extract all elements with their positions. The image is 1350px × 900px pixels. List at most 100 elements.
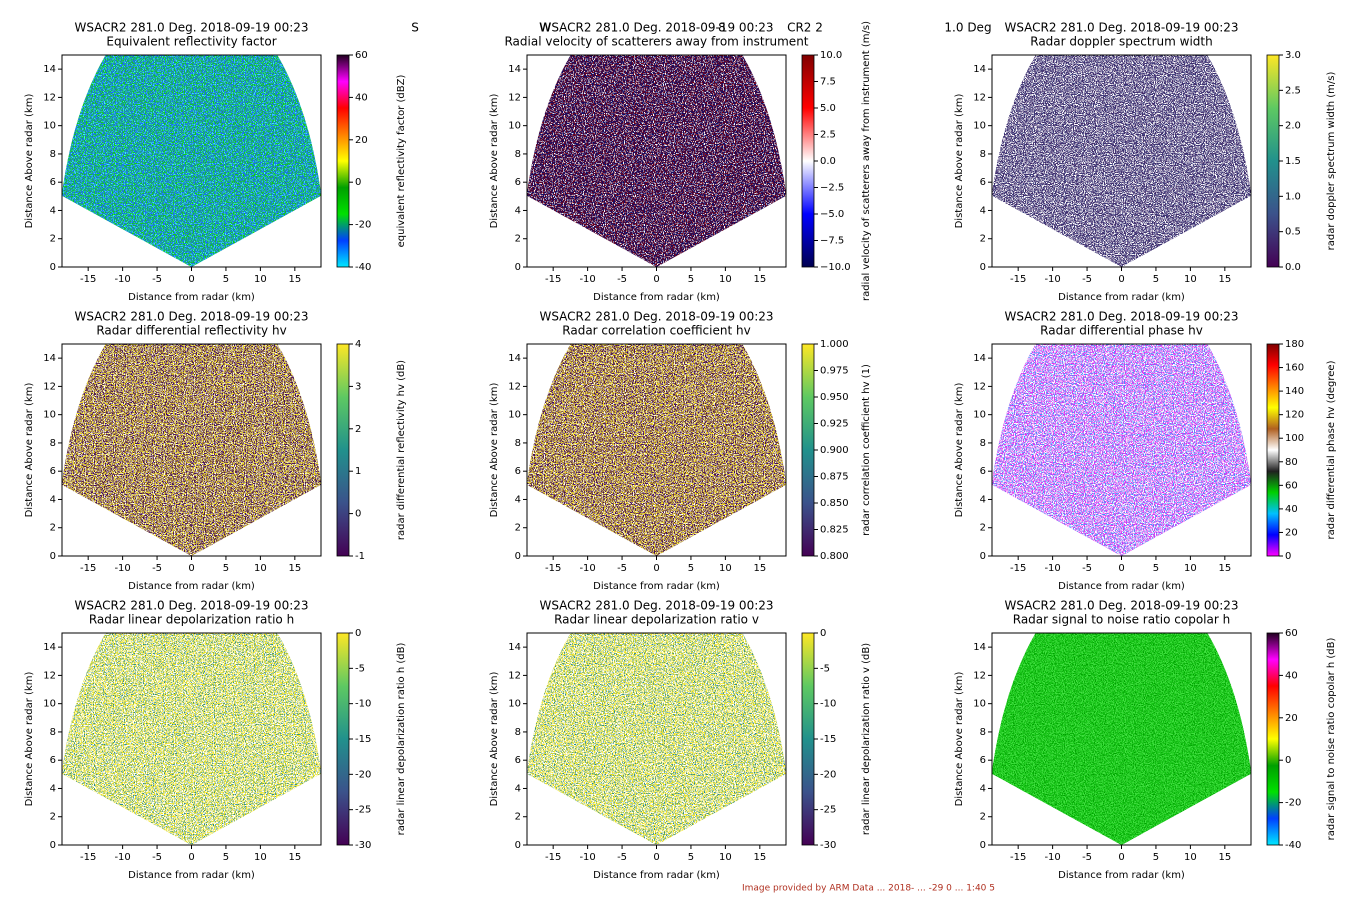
x-tick-label: 0 <box>188 274 194 285</box>
colorbar-tick-label: 0.0 <box>820 156 836 167</box>
x-tick-label: 5 <box>1153 563 1159 574</box>
colorbar-tick-label: 20 <box>1285 713 1298 724</box>
chart-title: WSACR2 281.0 Deg. 2018-09-19 00:23 <box>539 21 773 35</box>
x-tick-label: 10 <box>254 274 267 285</box>
y-tick-label: 14 <box>973 353 986 364</box>
x-tick-label: 15 <box>1218 563 1231 574</box>
colorbar-tick-label: 40 <box>355 92 368 103</box>
colorbar-label: radar correlation coefficient hv (1) <box>861 364 872 536</box>
y-tick-label: 10 <box>43 699 56 710</box>
colorbar-label: radial velocity of scatterers away from … <box>861 21 872 301</box>
y-tick-label: 4 <box>515 205 521 216</box>
radar-field-texture <box>62 633 321 845</box>
colorbar-tick-label: 40 <box>1285 670 1298 681</box>
y-tick-label: 2 <box>515 812 521 823</box>
x-tick-label: 0 <box>653 274 659 285</box>
colorbar-tick-label: −2.5 <box>820 183 844 194</box>
y-tick-label: 12 <box>508 381 521 392</box>
y-tick-label: 0 <box>980 262 986 273</box>
x-axis-label: Distance from radar (km) <box>128 292 255 303</box>
radar-field-texture <box>62 55 321 267</box>
colorbar-tick-label: 0.5 <box>1285 227 1301 238</box>
colorbar-tick-label: -5 <box>820 663 830 674</box>
x-tick-label: 15 <box>288 274 301 285</box>
x-axis-label: Distance from radar (km) <box>593 870 720 881</box>
y-tick-label: 6 <box>980 755 986 766</box>
y-tick-label: 6 <box>515 466 521 477</box>
colorbar-tick-label: 180 <box>1285 339 1304 350</box>
colorbar-tick-label: 40 <box>1285 504 1298 515</box>
colorbar-tick-label: 0 <box>355 628 361 639</box>
chart-subtitle: Radar linear depolarization ratio h <box>89 613 294 627</box>
colorbar-label: radar signal to noise ratio copolar h (d… <box>1326 638 1337 841</box>
colorbar-label: radar linear depolarization ratio h (dB) <box>396 643 407 836</box>
y-tick-label: 12 <box>973 670 986 681</box>
x-tick-label: 15 <box>288 563 301 574</box>
colorbar-tick-label: 10.0 <box>820 50 842 61</box>
colorbar-tick-label: 20 <box>355 135 368 146</box>
chart-title: WSACR2 281.0 Deg. 2018-09-19 00:23 <box>1004 21 1238 35</box>
x-tick-label: 15 <box>1218 852 1231 863</box>
y-axis-label: Distance Above radar (km) <box>954 383 965 518</box>
x-tick-label: 15 <box>288 852 301 863</box>
y-tick-label: 4 <box>515 783 521 794</box>
chart-subtitle: Radar linear depolarization ratio v <box>554 613 759 627</box>
y-axis-label: Distance Above radar (km) <box>489 672 500 807</box>
colorbar-tick-label: -20 <box>1285 798 1301 809</box>
annotation: 8 <box>718 21 726 35</box>
annotation: W <box>539 21 551 35</box>
y-tick-label: 6 <box>980 466 986 477</box>
colorbar-tick-label: -15 <box>355 734 371 745</box>
x-tick-label: -5 <box>617 852 627 863</box>
colorbar-tick-label: 0 <box>820 628 826 639</box>
colorbar-tick-label: -20 <box>820 769 836 780</box>
x-tick-label: -10 <box>114 274 130 285</box>
x-tick-label: -15 <box>80 274 96 285</box>
colorbar-tick-label: -15 <box>820 734 836 745</box>
x-tick-label: 5 <box>688 852 694 863</box>
y-tick-label: 4 <box>50 783 56 794</box>
y-tick-label: 12 <box>973 92 986 103</box>
colorbar-tick-label: 3 <box>355 381 361 392</box>
y-tick-label: 8 <box>50 727 56 738</box>
y-tick-label: 0 <box>50 840 56 851</box>
colorbar-tick-label: 0.0 <box>1285 262 1301 273</box>
colorbar <box>336 54 350 268</box>
x-tick-label: 5 <box>223 852 229 863</box>
x-tick-label: -10 <box>579 274 595 285</box>
y-tick-label: 8 <box>980 149 986 160</box>
plot-area <box>527 344 786 556</box>
x-tick-label: 0 <box>653 563 659 574</box>
y-tick-label: 8 <box>50 438 56 449</box>
annotation: S <box>411 21 419 35</box>
plot-area <box>992 344 1251 556</box>
y-tick-label: 2 <box>980 523 986 534</box>
chart-title: WSACR2 281.0 Deg. 2018-09-19 00:23 <box>74 599 308 613</box>
x-tick-label: -15 <box>80 563 96 574</box>
colorbar-tick-label: -20 <box>355 220 371 231</box>
y-tick-label: 12 <box>508 92 521 103</box>
y-axis-label: Distance Above radar (km) <box>489 94 500 229</box>
colorbar-tick-label: 3.0 <box>1285 50 1301 61</box>
y-tick-label: 0 <box>515 262 521 273</box>
x-tick-label: -10 <box>579 852 595 863</box>
y-tick-label: 4 <box>980 205 986 216</box>
y-tick-label: 14 <box>43 64 56 75</box>
colorbar-tick-label: 0.950 <box>820 392 849 403</box>
x-tick-label: 5 <box>223 563 229 574</box>
x-tick-label: 0 <box>653 852 659 863</box>
colorbar-label: equivalent reflectivity factor (dBZ) <box>396 75 407 248</box>
y-tick-label: 12 <box>973 381 986 392</box>
chart-subtitle: Radar correlation coefficient hv <box>562 324 750 338</box>
x-tick-label: -10 <box>1044 274 1060 285</box>
colorbar-tick-label: 60 <box>1285 628 1298 639</box>
x-tick-label: -10 <box>1044 563 1060 574</box>
colorbar <box>801 632 815 846</box>
colorbar <box>801 54 815 268</box>
colorbar-tick-label: 7.5 <box>820 77 836 88</box>
chart-subtitle: Radar doppler spectrum width <box>1030 35 1212 49</box>
chart-subtitle: Radar signal to noise ratio copolar h <box>1013 613 1230 627</box>
y-tick-label: 2 <box>980 812 986 823</box>
y-tick-label: 2 <box>50 812 56 823</box>
y-axis-label: Distance Above radar (km) <box>954 94 965 229</box>
